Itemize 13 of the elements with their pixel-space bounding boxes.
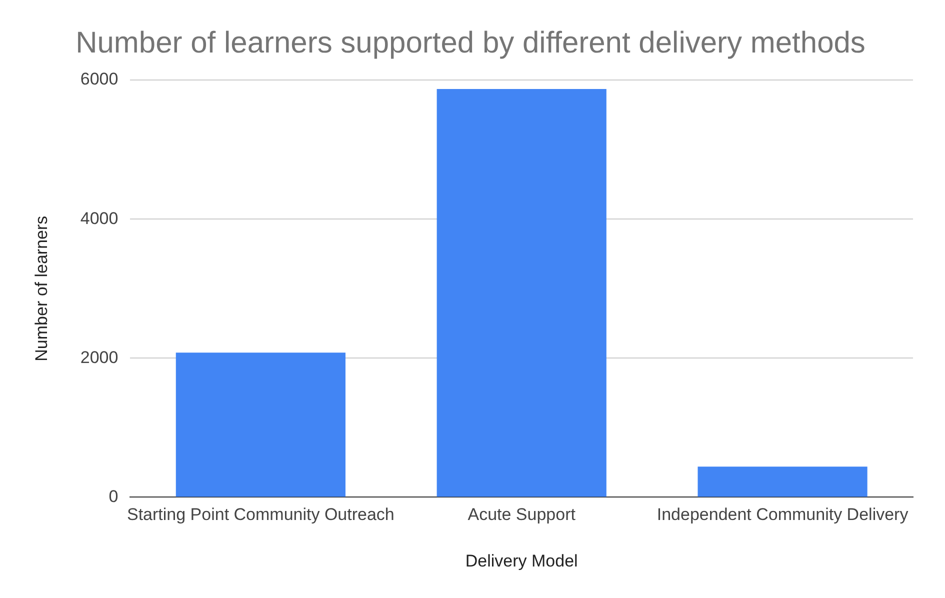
y-axis-title: Number of learners	[32, 216, 51, 362]
bar	[698, 466, 868, 497]
y-tick-label: 4000	[80, 208, 118, 228]
y-tick-label: 2000	[80, 348, 118, 367]
y-tick-label: 0	[108, 486, 118, 506]
x-tick-label: Acute Support	[468, 505, 576, 524]
x-axis-title: Delivery Model	[465, 551, 578, 570]
bar	[436, 89, 606, 497]
y-tick-label: 6000	[80, 70, 118, 89]
chart-title: Number of learners supported by different delivery methods	[76, 26, 866, 60]
bar	[176, 352, 346, 497]
x-tick-label: Independent Community Delivery	[656, 505, 909, 524]
x-tick-label: Starting Point Community Outreach	[126, 505, 394, 524]
